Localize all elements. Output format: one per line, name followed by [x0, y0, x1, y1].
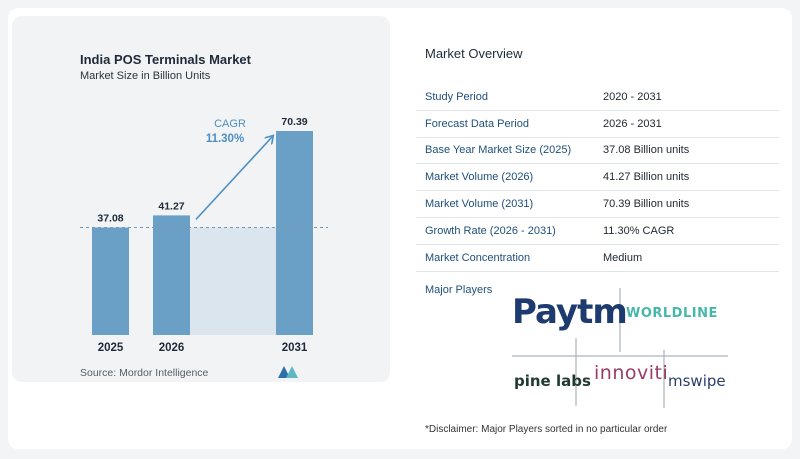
- row-value: Medium: [594, 244, 779, 272]
- cagr-value: 11.30%: [206, 133, 244, 145]
- disclaimer: *Disclaimer: Major Players sorted in no …: [425, 424, 668, 435]
- category-label-2031: 2031: [282, 342, 308, 354]
- mswipe-logo: mswipe: [668, 372, 726, 390]
- data-label-2025: 37.08: [97, 213, 123, 225]
- table-row: Forecast Data Period 2026 - 2031: [416, 110, 779, 138]
- growth-shade-area: [190, 227, 276, 335]
- row-value: 37.08 Billion units: [594, 137, 779, 165]
- row-value: 2020 - 2031: [594, 84, 779, 111]
- row-key: Study Period: [416, 84, 594, 111]
- cagr-arrow: [195, 137, 272, 220]
- row-value: 11.30% CAGR: [594, 217, 779, 245]
- table-row: Base Year Market Size (2025) 37.08 Billio…: [416, 137, 779, 165]
- row-value: 41.27 Billion units: [594, 163, 779, 192]
- innoviti-logo: innoviti: [594, 362, 669, 384]
- table-row: Market Concentration Medium: [416, 244, 779, 272]
- category-label-2026: 2026: [159, 342, 185, 354]
- bar-2025: [92, 227, 129, 335]
- paytm-logo: Paytm: [512, 292, 628, 332]
- row-value: 70.39 Billion units: [594, 190, 779, 218]
- pinelabs-logo: pine labs: [514, 372, 591, 390]
- overview-title: Market Overview: [425, 46, 523, 61]
- major-players-label: Major Players: [425, 284, 493, 296]
- overview-table: Study Period 2020 - 2031 Forecast Data Pe…: [416, 84, 779, 272]
- cagr-label: CAGR: [214, 118, 246, 130]
- table-row: Market Volume (2026) 41.27 Billion units: [416, 163, 779, 192]
- table-row: Growth Rate (2026 - 2031) 11.30% CAGR: [416, 217, 779, 245]
- row-value: 2026 - 2031: [594, 110, 779, 138]
- row-key: Base Year Market Size (2025): [416, 137, 594, 165]
- chart-subtitle: Market Size in Billion Units: [80, 70, 211, 82]
- table-row: Study Period 2020 - 2031: [416, 84, 779, 111]
- category-label-2025: 2025: [98, 342, 124, 354]
- worldline-logo: WORLDLINE: [626, 306, 718, 321]
- source-note: Source: Mordor Intelligence: [80, 367, 209, 379]
- mordor-logo: [278, 366, 298, 378]
- row-key: Market Volume (2031): [416, 190, 594, 218]
- row-key: Growth Rate (2026 - 2031): [416, 217, 594, 245]
- table-row: Market Volume (2031) 70.39 Billion units: [416, 190, 779, 218]
- row-key: Market Concentration: [416, 244, 594, 272]
- chart-title: India POS Terminals Market: [80, 52, 251, 67]
- row-key: Forecast Data Period: [416, 110, 594, 138]
- bar-2026: [153, 215, 190, 335]
- data-label-2026: 41.27: [158, 200, 184, 212]
- row-key: Market Volume (2026): [416, 163, 594, 192]
- bar-2031: [276, 131, 313, 335]
- data-label-2031: 70.39: [281, 116, 307, 128]
